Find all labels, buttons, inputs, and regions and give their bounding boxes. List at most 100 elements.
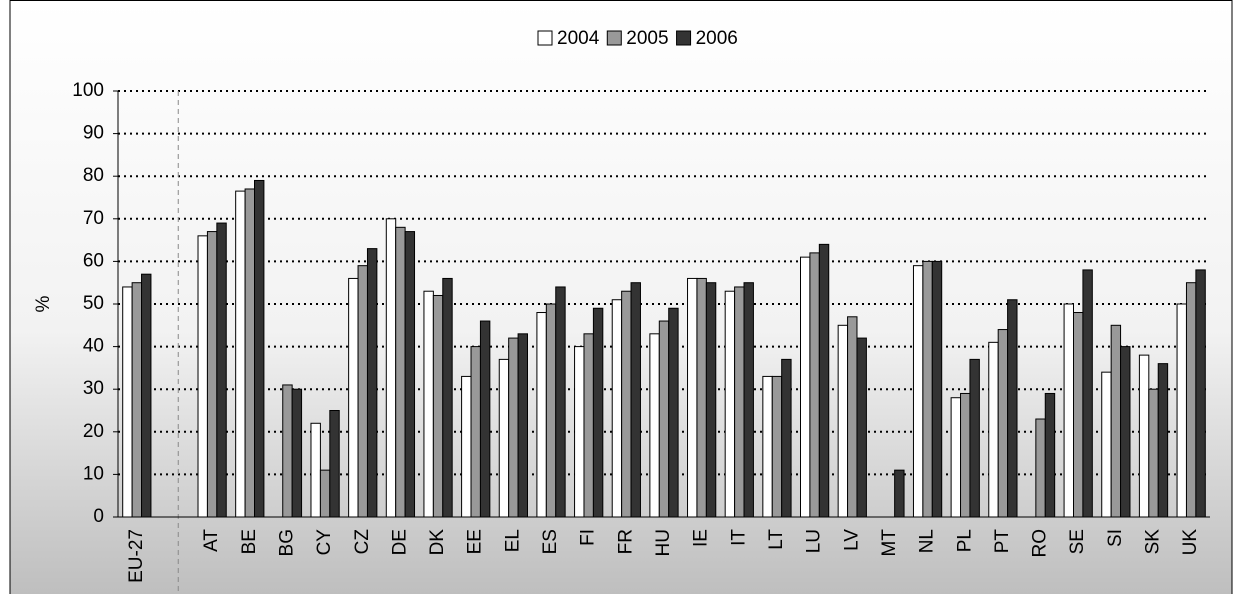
bar: [545, 303, 557, 518]
bar: [498, 358, 510, 518]
bar: [442, 277, 453, 518]
y-tick-label: 60: [83, 250, 104, 271]
bar: [141, 273, 152, 518]
bar: [1138, 354, 1150, 518]
bar: [724, 290, 736, 518]
bar: [837, 324, 849, 518]
bar: [997, 329, 1009, 518]
bar: [357, 265, 368, 518]
bar: [583, 333, 594, 518]
x-tick-label: LV: [841, 529, 862, 551]
y-tick-label: 70: [83, 208, 104, 229]
bar: [366, 248, 378, 518]
bar: [592, 307, 604, 518]
bar: [536, 312, 547, 518]
bar: [894, 469, 905, 518]
bar: [206, 231, 218, 518]
legend-swatch: [606, 30, 622, 46]
bar: [282, 384, 293, 518]
bar: [517, 333, 528, 518]
bar: [960, 392, 971, 518]
legend-label: 2006: [696, 28, 738, 49]
bar: [762, 375, 773, 518]
bar: [122, 286, 133, 518]
bar: [922, 260, 933, 518]
bar: [1157, 363, 1169, 518]
y-tick-label: 30: [83, 378, 104, 399]
bar: [216, 222, 227, 518]
y-tick-label: 100: [72, 80, 104, 101]
x-tick-label: RO: [1030, 529, 1051, 558]
bar: [348, 277, 359, 518]
y-tick-label: 0: [93, 506, 104, 527]
bar: [771, 375, 783, 518]
legend-swatch: [676, 30, 692, 46]
bar: [244, 188, 256, 518]
bar: [950, 397, 962, 518]
bar: [734, 286, 745, 518]
y-tick-label: 10: [83, 463, 104, 484]
x-tick-label: DK: [427, 529, 448, 556]
bar: [131, 282, 143, 518]
bar: [1073, 312, 1084, 518]
bar: [508, 337, 519, 518]
bar: [781, 358, 792, 518]
bar: [385, 218, 397, 518]
bar: [1185, 282, 1197, 518]
bar: [1007, 299, 1018, 518]
bar: [1148, 388, 1159, 518]
bar: [912, 265, 924, 518]
x-tick-label: IE: [691, 529, 712, 547]
x-tick-label: UK: [1180, 529, 1201, 556]
x-tick-label: AT: [201, 529, 222, 552]
bar: [395, 226, 406, 518]
bar: [1195, 269, 1206, 518]
legend: 2004 2005 2006: [537, 28, 738, 49]
x-tick-label: EE: [465, 529, 486, 554]
bar: [630, 282, 641, 518]
bar: [743, 282, 754, 518]
y-tick-label: 40: [83, 336, 104, 357]
bar: [1082, 269, 1093, 518]
x-tick-label: BE: [239, 529, 260, 554]
x-tick-label: FI: [578, 529, 599, 546]
x-tick-label: NL: [917, 529, 938, 553]
bar: [310, 422, 321, 518]
y-tick-label: 80: [83, 165, 104, 186]
bar: [621, 290, 632, 518]
bar: [423, 290, 434, 518]
bar: [809, 252, 820, 518]
x-tick-label: LT: [766, 529, 787, 550]
bar: [291, 388, 303, 518]
bar: [197, 235, 208, 518]
bar: [461, 375, 472, 518]
bar: [1110, 324, 1122, 518]
y-axis-label: %: [33, 295, 54, 312]
bar: [800, 256, 811, 518]
legend-label: 2004: [557, 28, 600, 49]
bar: [705, 282, 717, 518]
bar: [1120, 346, 1131, 518]
bar: [479, 320, 491, 518]
bar: [1044, 392, 1056, 518]
bar: [687, 277, 698, 518]
bar: [1035, 418, 1046, 518]
x-tick-label: SE: [1067, 529, 1088, 554]
bar: [649, 333, 660, 518]
bar: [329, 410, 340, 518]
x-tick-label: IT: [728, 529, 749, 546]
x-tick-label: MT: [879, 529, 900, 557]
y-tick-label: 90: [83, 123, 104, 144]
y-tick-label: 50: [83, 293, 104, 314]
bar: [404, 231, 416, 518]
bar: [931, 260, 943, 518]
x-tick-label: DE: [389, 529, 410, 555]
bar: [1063, 303, 1074, 518]
bar: [1101, 371, 1112, 518]
bar: [470, 346, 481, 518]
y-tick-label: 20: [83, 421, 104, 442]
bar: [555, 286, 566, 518]
bar: [235, 190, 246, 518]
x-tick-label: CY: [314, 529, 335, 556]
